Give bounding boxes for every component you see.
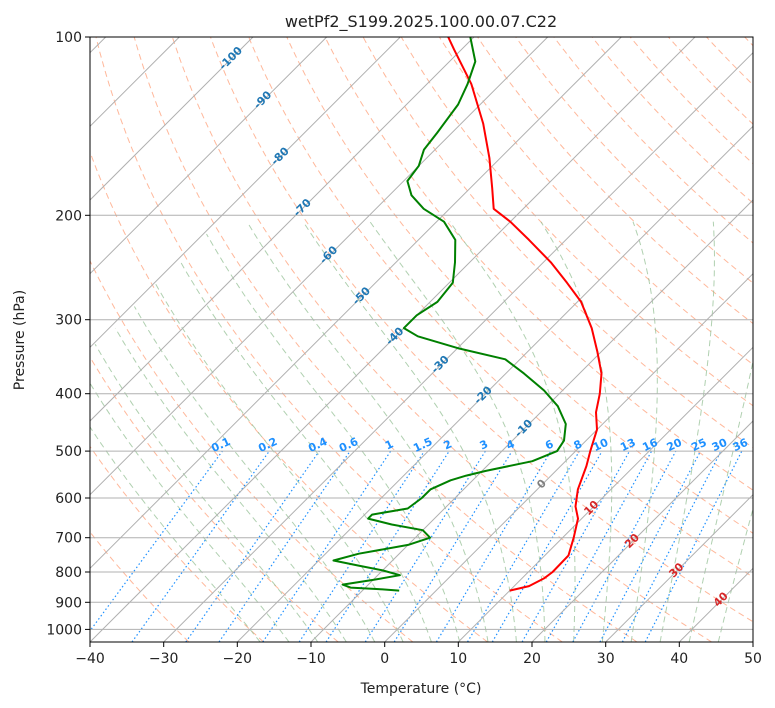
mixing-ratio-line xyxy=(185,450,320,642)
isotherm xyxy=(310,199,753,642)
moist-adiabat xyxy=(449,221,576,642)
moist-adiabat xyxy=(302,221,517,642)
dry-adiabat xyxy=(210,37,753,623)
mixing-ratio-line xyxy=(491,450,603,642)
dry-adiabat xyxy=(95,37,563,642)
x-tick-label: −10 xyxy=(296,651,326,667)
mixing-ratio-label: 13 xyxy=(618,436,637,454)
isotherm xyxy=(163,51,753,642)
series-line xyxy=(447,37,603,592)
isotherm xyxy=(236,125,753,642)
y-axis-ticks: 100 200 300 400 500 600 700 800 900 1000 xyxy=(46,30,90,638)
mixing-ratio-line xyxy=(466,450,580,642)
x-tick-label: −20 xyxy=(223,651,253,667)
mixing-ratio-label: 30 xyxy=(710,436,730,454)
isotherm xyxy=(384,272,753,642)
moist-adiabat xyxy=(369,221,546,642)
mixing-ratio-label: 25 xyxy=(689,436,708,454)
isotherm xyxy=(605,493,753,642)
y-tick-label: 300 xyxy=(55,313,82,329)
mixing-ratio-label: 36 xyxy=(731,436,751,454)
x-tick-label: 40 xyxy=(670,651,688,667)
isotherm xyxy=(90,37,622,570)
y-tick-label: 200 xyxy=(55,208,82,224)
dry-adiabats xyxy=(90,37,753,642)
dry-adiabat xyxy=(133,37,638,642)
dry-adiabat xyxy=(324,37,753,491)
y-tick-label: 700 xyxy=(55,531,82,547)
isotherm xyxy=(90,37,696,642)
x-tick-label: −40 xyxy=(75,651,105,667)
dry-adiabat xyxy=(248,37,753,578)
moist-adiabat xyxy=(630,221,658,642)
moist-adiabat xyxy=(688,359,753,642)
dry-adiabat xyxy=(477,37,753,325)
y-axis-title: Pressure (hPa) xyxy=(12,290,28,390)
x-axis-title: Temperature (°C) xyxy=(360,681,482,697)
x-tick-label: −30 xyxy=(149,651,179,667)
moist-adiabat xyxy=(246,221,489,642)
y-tick-label: 1000 xyxy=(46,622,82,638)
y-tick-label: 100 xyxy=(55,30,82,46)
series-line xyxy=(332,37,567,592)
x-tick-label: 30 xyxy=(597,651,615,667)
dry-adiabat xyxy=(171,37,712,642)
isotherm xyxy=(90,37,475,422)
mixing-ratio-label: 20 xyxy=(665,436,685,454)
mixing-ratio-line xyxy=(325,450,450,642)
moist-adiabat xyxy=(133,306,376,642)
moist-adiabat xyxy=(206,233,461,642)
x-axis-ticks: −40 −30 −20 −10 0 10 20 30 40 50 xyxy=(75,642,762,667)
x-tick-label: 50 xyxy=(744,651,762,667)
isotherm xyxy=(457,346,753,642)
moist-adiabat xyxy=(540,221,613,642)
moist-adiabat xyxy=(180,262,432,642)
mixing-ratio-line xyxy=(393,450,513,642)
mixing-ratio-label: 10 xyxy=(591,436,611,454)
dry-adiabat xyxy=(629,37,753,165)
isotherm xyxy=(90,37,254,201)
dry-adiabat xyxy=(90,445,264,642)
mixing-ratio-line xyxy=(572,450,677,642)
y-tick-label: 500 xyxy=(55,444,82,460)
dry-adiabat xyxy=(90,259,414,642)
x-tick-label: 20 xyxy=(523,651,541,667)
isotherm xyxy=(531,420,753,642)
dry-adiabat xyxy=(400,37,753,407)
mixing-ratio-line xyxy=(218,450,351,642)
mixing-ratio-label: 16 xyxy=(640,436,660,454)
isotherm xyxy=(90,37,549,496)
profile-series xyxy=(332,37,603,592)
moist-adiabat xyxy=(659,221,716,642)
x-tick-label: 10 xyxy=(449,651,467,667)
moist-adiabat xyxy=(90,382,290,642)
moist-adiabats xyxy=(90,221,753,642)
moist-adiabat xyxy=(90,426,261,642)
isotherm xyxy=(90,37,328,275)
mixing-ratio-line xyxy=(364,450,486,642)
y-tick-label: 800 xyxy=(55,565,82,581)
isotherm xyxy=(90,37,401,349)
mixing-ratio-line xyxy=(521,450,631,642)
y-tick-label: 900 xyxy=(55,595,82,611)
dry-adiabat xyxy=(591,37,753,204)
isotherms xyxy=(90,37,753,642)
moist-adiabat xyxy=(154,282,404,642)
y-tick-label: 400 xyxy=(55,387,82,403)
chart-title: wetPf2_S199.2025.100.00.07.C22 xyxy=(285,12,557,32)
plot-frame xyxy=(89,36,754,643)
y-tick-label: 600 xyxy=(55,491,82,507)
x-tick-label: 0 xyxy=(380,651,389,667)
dry-adiabat xyxy=(515,37,753,284)
mixing-ratio-line xyxy=(435,450,552,642)
